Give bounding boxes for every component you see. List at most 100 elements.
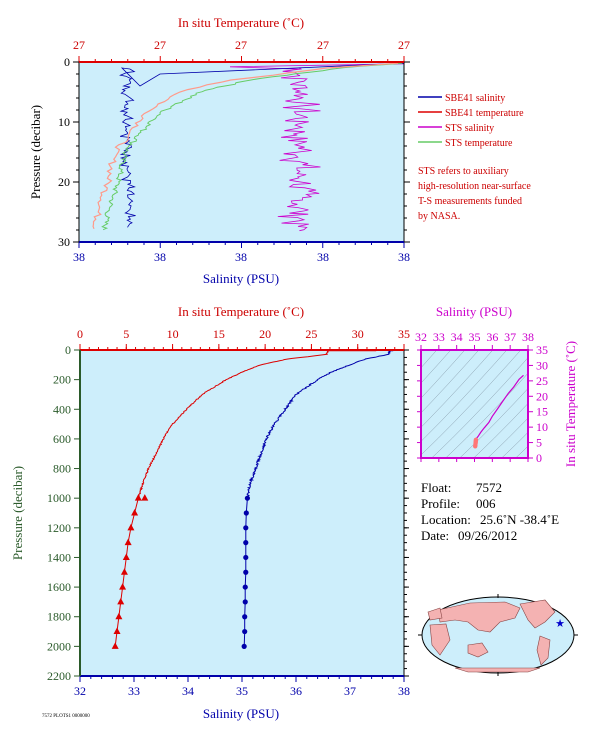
ts-sal-tick-label: 32 [415, 330, 427, 344]
salinity-marker [243, 569, 249, 575]
temperature-marker [120, 568, 128, 575]
main-pressure-tick-label: 1000 [47, 491, 71, 505]
ts-temp-tick-label: 20 [536, 389, 548, 403]
main-plot-area [80, 350, 404, 676]
ts-ylabel: In situ Temperature (˚C) [563, 341, 578, 467]
ts-sal-tick-label: 34 [451, 330, 463, 344]
main-sal-tick-label: 34 [182, 684, 194, 698]
temperature-marker [124, 538, 132, 546]
main-pressure-tick-label: 1800 [47, 610, 71, 624]
ts-temp-tick-label: 0 [536, 451, 542, 465]
main-pressure-tick-label: 1200 [47, 521, 71, 535]
density-contour [431, 357, 528, 458]
density-contour [487, 417, 528, 458]
main-xlabel: Salinity (PSU) [203, 706, 279, 721]
main-pressure-tick-label: 2000 [47, 639, 71, 653]
profile-value: 006 [476, 496, 496, 511]
ts-temp-tick-label: 25 [536, 374, 548, 388]
ts-temp-tick-label: 15 [536, 405, 548, 419]
top-temp-title: In situ Temperature (˚C) [178, 15, 304, 30]
ts-sal-tick-label: 37 [504, 330, 516, 344]
main-temp-tick-label: 5 [123, 327, 129, 341]
sts-note-line-4: by NASA. [418, 211, 460, 222]
world-map: ★ [418, 594, 578, 676]
legend-label-sts-temp: STS temperature [445, 138, 513, 149]
continent-south-america [536, 635, 551, 666]
top-yt-2: 20 [58, 175, 70, 189]
float-value: 7572 [476, 480, 502, 495]
temperature-marker [113, 627, 121, 635]
salinity-marker [243, 525, 249, 531]
salinity-profile-line [246, 350, 394, 498]
top-bt-2: 38 [235, 250, 247, 264]
temperature-marker [131, 509, 139, 516]
top-tt-2: 27 [235, 38, 247, 52]
main-series [111, 350, 394, 649]
top-bt-4: 38 [398, 250, 410, 264]
map-star-icon: ★ [555, 618, 565, 630]
sts-note-line-3: T-S measurements funded [418, 196, 522, 207]
sts-temperature-line [101, 62, 403, 231]
main-temp-tick-label: 30 [352, 327, 364, 341]
map-continents [427, 599, 556, 673]
ts-sal-tick-label: 36 [486, 330, 498, 344]
location-label: Location: [421, 512, 471, 527]
temperature-profile-line [138, 350, 377, 498]
top-plot-area [79, 62, 404, 242]
ts-temp-tick-label: 10 [536, 420, 548, 434]
main-temp-tick-label: 0 [77, 327, 83, 341]
sts-salinity-line [229, 63, 405, 232]
density-contour [421, 350, 494, 428]
main-sal-tick-label: 33 [128, 684, 140, 698]
top-panel: In situ Temperature (˚C) 27 27 27 27 27 … [28, 15, 410, 286]
ts-temp-tick-label: 5 [536, 436, 542, 450]
temperature-marker [117, 597, 125, 605]
main-pressure-tick-label: 0 [65, 343, 71, 357]
continent-asia [437, 601, 521, 633]
location-value: 25.6˚N -38.4˚E [480, 512, 559, 527]
main-ticks: 0 5 10 15 20 25 30 35 32 33 34 35 36 37 38 0 200 400 600 80… [47, 327, 410, 698]
top-tt-0: 27 [73, 38, 85, 52]
density-contour [459, 388, 528, 458]
top-bt-1: 38 [154, 250, 166, 264]
density-contour [445, 372, 528, 458]
top-yt-1: 10 [58, 115, 70, 129]
top-tt-3: 27 [317, 38, 329, 52]
salinity-marker [242, 628, 248, 635]
salinity-marker [242, 599, 248, 605]
footer-code: 7572 PLOTS1 0000000 [42, 714, 90, 719]
density-contour [515, 445, 528, 458]
ts-temp-tick-label: 30 [536, 358, 548, 372]
main-pressure-tick-label: 600 [53, 432, 71, 446]
temperature-marker [141, 494, 149, 501]
main-pressure-tick-label: 200 [53, 373, 71, 387]
ts-sal-tick-label: 38 [522, 330, 534, 344]
main-pressure-tick-label: 400 [53, 402, 71, 416]
top-yt-3: 30 [58, 235, 70, 249]
main-temp-tick-label: 35 [398, 327, 410, 341]
top-bt-0: 38 [73, 250, 85, 264]
date-label: Date: [421, 528, 449, 543]
profile-label: Profile: [421, 496, 460, 511]
salinity-marker [243, 554, 249, 561]
ts-temp-tick-label: 35 [536, 343, 548, 357]
ts-salinity-title: Salinity (PSU) [436, 304, 512, 319]
temperature-marker [127, 523, 135, 531]
continent-australia [467, 642, 489, 658]
top-xlabel: Salinity (PSU) [203, 271, 279, 286]
temperature-marker [115, 612, 123, 620]
main-pressure-tick-label: 2200 [47, 669, 71, 683]
salinity-marker [241, 643, 247, 649]
main-temp-tick-label: 25 [305, 327, 317, 341]
top-ticks [73, 56, 410, 248]
ts-sal-tick-label: 33 [433, 330, 445, 344]
main-temp-title: In situ Temperature (˚C) [178, 304, 304, 319]
top-series-lines [92, 62, 405, 232]
top-bt-3: 38 [317, 250, 329, 264]
salinity-marker [244, 495, 250, 501]
main-temp-tick-label: 20 [259, 327, 271, 341]
top-legend: SBE41 salinity SBE41 temperature STS sal… [418, 93, 531, 222]
